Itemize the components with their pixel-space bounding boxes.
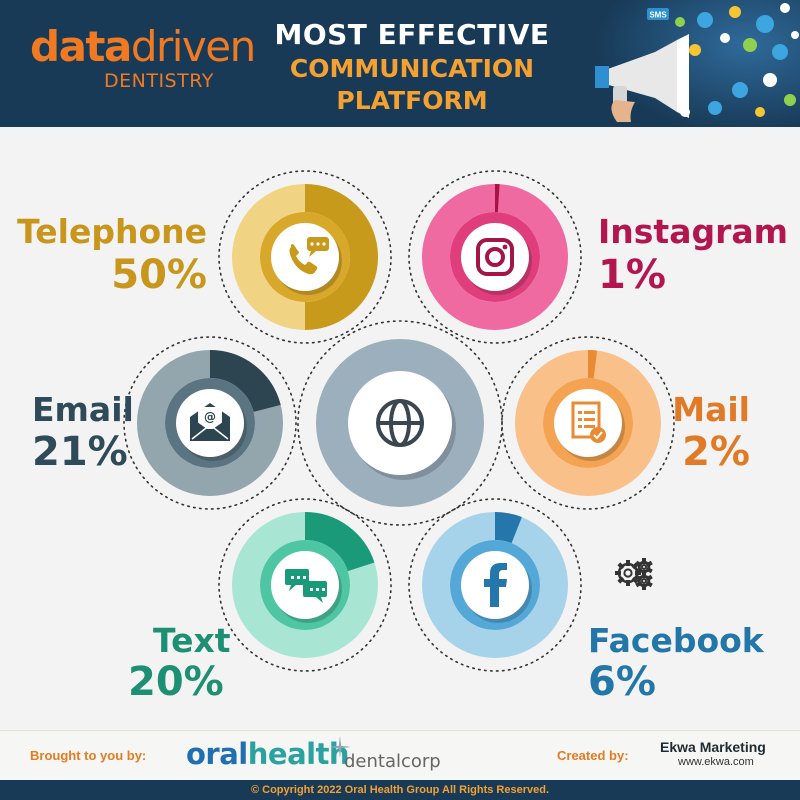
oralhealth-logo[interactable]: oralhealth xyxy=(186,737,350,771)
label-instagram: Instagram xyxy=(598,212,789,251)
circle-text xyxy=(231,511,379,659)
value-facebook: 6% xyxy=(588,659,656,705)
megaphone-illustration: SMS xyxy=(585,0,800,127)
globe-icon xyxy=(376,399,424,447)
facebook-icon xyxy=(484,563,507,607)
footer: Brought to you by: oralhealth dentalcorp… xyxy=(0,730,800,781)
value-arc-text xyxy=(304,512,375,572)
dentalcorp-star-icon xyxy=(329,736,351,758)
value-arc-email xyxy=(209,350,281,413)
value-instagram: 1% xyxy=(598,252,666,298)
dentalcorp-logo[interactable]: dentalcorp xyxy=(344,751,441,772)
circle-instagram xyxy=(421,183,569,331)
gears-icon xyxy=(615,558,653,590)
dotted-connectors xyxy=(123,170,675,672)
value-arc-facebook xyxy=(494,512,522,544)
value-email: 21% xyxy=(32,429,128,475)
ekwa-name[interactable]: Ekwa Marketing xyxy=(660,739,766,755)
logo-datadriven[interactable]: datadriven xyxy=(30,22,256,71)
page-title-line3: PLATFORM xyxy=(336,86,488,115)
created-by-label: Created by: xyxy=(557,748,629,763)
chart-area: @ Telephone 50% Instagram 1% Email 21% M… xyxy=(0,127,800,730)
megaphone-icon xyxy=(595,34,689,122)
sms-badge xyxy=(647,8,669,20)
label-text: Text xyxy=(153,621,231,660)
circle-mail xyxy=(514,349,662,497)
page-title-line1: MOST EFFECTIVE xyxy=(274,18,550,51)
mail-document-icon xyxy=(571,401,606,443)
value-arc-telephone xyxy=(304,184,378,330)
label-email: Email xyxy=(32,390,134,429)
label-mail: Mail xyxy=(672,390,750,429)
value-mail: 2% xyxy=(682,429,750,475)
instagram-icon xyxy=(476,238,514,276)
page-title-line2: COMMUNICATION xyxy=(289,54,535,83)
circle-email: @ xyxy=(136,349,284,497)
value-telephone: 50% xyxy=(111,252,207,298)
platform-chart: @ xyxy=(123,170,675,672)
email-icon: @ xyxy=(190,403,230,441)
center-globe xyxy=(310,333,490,513)
label-telephone: Telephone xyxy=(17,212,207,251)
sms-label: SMS xyxy=(649,11,667,20)
header: datadriven DENTISTRY MOST EFFECTIVE COMM… xyxy=(0,0,800,127)
text-chat-icon xyxy=(285,569,327,603)
telephone-chat-icon xyxy=(289,237,329,275)
circle-telephone xyxy=(231,183,379,331)
circle-facebook xyxy=(421,511,569,659)
value-text: 20% xyxy=(128,659,224,705)
logo-subtitle: DENTISTRY xyxy=(104,70,214,92)
ekwa-url[interactable]: www.ekwa.com xyxy=(678,756,754,768)
social-icons-cloud xyxy=(675,3,799,117)
label-facebook: Facebook xyxy=(588,621,764,660)
svg-text:@: @ xyxy=(204,410,216,424)
copyright: © Copyright 2022 Oral Health Group All R… xyxy=(0,780,800,800)
brought-by-label: Brought to you by: xyxy=(30,748,147,763)
